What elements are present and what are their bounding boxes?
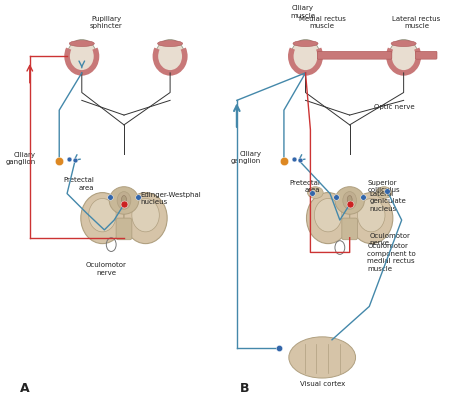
Text: Edinger-Westphal
nucleus: Edinger-Westphal nucleus bbox=[141, 192, 201, 205]
Ellipse shape bbox=[132, 199, 159, 232]
FancyBboxPatch shape bbox=[342, 218, 357, 240]
Ellipse shape bbox=[293, 41, 318, 46]
Text: Oculomotor
component to
medial rectus
muscle: Oculomotor component to medial rectus mu… bbox=[367, 243, 416, 271]
Ellipse shape bbox=[89, 199, 116, 232]
Ellipse shape bbox=[343, 192, 356, 209]
Text: Pretectal
area: Pretectal area bbox=[289, 180, 320, 193]
Ellipse shape bbox=[155, 39, 185, 73]
Ellipse shape bbox=[357, 199, 385, 232]
Ellipse shape bbox=[109, 187, 139, 214]
Text: Lateral rectus
muscle: Lateral rectus muscle bbox=[392, 16, 440, 29]
Ellipse shape bbox=[124, 193, 167, 244]
Text: Optic nerve: Optic nerve bbox=[374, 104, 415, 110]
Ellipse shape bbox=[81, 193, 124, 244]
Text: Pretectal
area: Pretectal area bbox=[64, 177, 94, 190]
FancyBboxPatch shape bbox=[116, 218, 132, 240]
Text: Pupillary
sphincter: Pupillary sphincter bbox=[90, 16, 123, 29]
Text: Ciliary
ganglion: Ciliary ganglion bbox=[231, 151, 261, 164]
Ellipse shape bbox=[308, 187, 323, 199]
Ellipse shape bbox=[314, 199, 342, 232]
Ellipse shape bbox=[289, 337, 356, 378]
Text: Ciliary
ganglion: Ciliary ganglion bbox=[5, 151, 36, 165]
Text: Visual cortex: Visual cortex bbox=[300, 381, 345, 387]
Ellipse shape bbox=[121, 195, 127, 204]
Text: Medial rectus
muscle: Medial rectus muscle bbox=[299, 16, 346, 29]
Text: Oculomotor
nerve: Oculomotor nerve bbox=[86, 262, 127, 276]
Ellipse shape bbox=[389, 39, 419, 73]
Text: A: A bbox=[20, 382, 29, 395]
Text: B: B bbox=[240, 382, 249, 395]
Ellipse shape bbox=[307, 193, 350, 244]
Ellipse shape bbox=[69, 41, 94, 46]
Ellipse shape bbox=[335, 187, 365, 214]
Ellipse shape bbox=[350, 193, 393, 244]
Ellipse shape bbox=[117, 192, 131, 209]
Ellipse shape bbox=[376, 187, 392, 199]
FancyBboxPatch shape bbox=[317, 51, 392, 59]
Text: Oculomotor
nerve: Oculomotor nerve bbox=[369, 233, 410, 247]
Ellipse shape bbox=[347, 195, 352, 204]
Ellipse shape bbox=[67, 39, 97, 73]
Text: Ciliary
muscle: Ciliary muscle bbox=[290, 5, 315, 19]
Ellipse shape bbox=[157, 41, 182, 46]
FancyBboxPatch shape bbox=[415, 51, 437, 59]
Text: Lateral
geniculate
nucleus: Lateral geniculate nucleus bbox=[369, 191, 406, 212]
Ellipse shape bbox=[391, 41, 416, 46]
Ellipse shape bbox=[291, 39, 320, 73]
Text: Superior
colliculus: Superior colliculus bbox=[367, 180, 400, 193]
